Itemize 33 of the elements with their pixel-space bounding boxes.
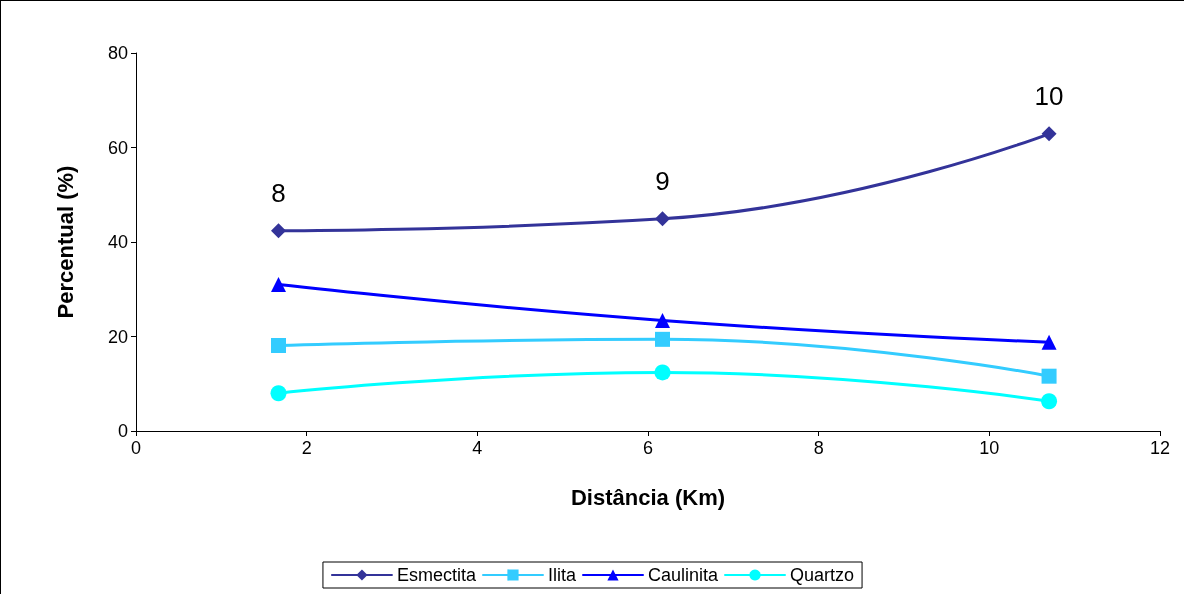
x-tick-label: 12: [1149, 438, 1171, 458]
x-tick-label: 0: [130, 438, 142, 458]
y-tick-label: 0: [117, 421, 128, 441]
y-tick-label: 40: [107, 232, 128, 252]
point: [655, 331, 671, 347]
legend-label: Ilita: [547, 565, 577, 585]
point: [1041, 368, 1057, 384]
point: [270, 385, 287, 402]
annotation: 9: [655, 165, 670, 196]
x-tick-label: 8: [813, 438, 824, 458]
y-tick-label: 80: [107, 43, 128, 63]
y-tick-label: 60: [107, 137, 128, 158]
x-tick-label: 6: [642, 438, 654, 458]
y-axis-title: Percentual (%): [52, 165, 78, 319]
point: [1041, 126, 1057, 142]
legend-label: Caulinita: [647, 565, 720, 585]
x-tick-label: 10: [979, 438, 1000, 458]
x-tick-label: 4: [472, 438, 483, 458]
point: [655, 211, 671, 227]
x-axis-title: Distância (Km): [570, 484, 726, 510]
point: [271, 223, 287, 239]
point: [271, 277, 287, 293]
annotation: 8: [271, 177, 286, 208]
point: [1041, 334, 1057, 350]
y-tick-label: 20: [107, 326, 128, 347]
point: [271, 337, 287, 353]
point: [1041, 393, 1058, 410]
point: [655, 312, 671, 328]
x-tick-label: 2: [301, 438, 312, 458]
legend-label: Quartzo: [790, 565, 855, 585]
legend-label: Esmectita: [396, 565, 477, 585]
annotation: 10: [1034, 80, 1064, 111]
point: [654, 364, 671, 381]
